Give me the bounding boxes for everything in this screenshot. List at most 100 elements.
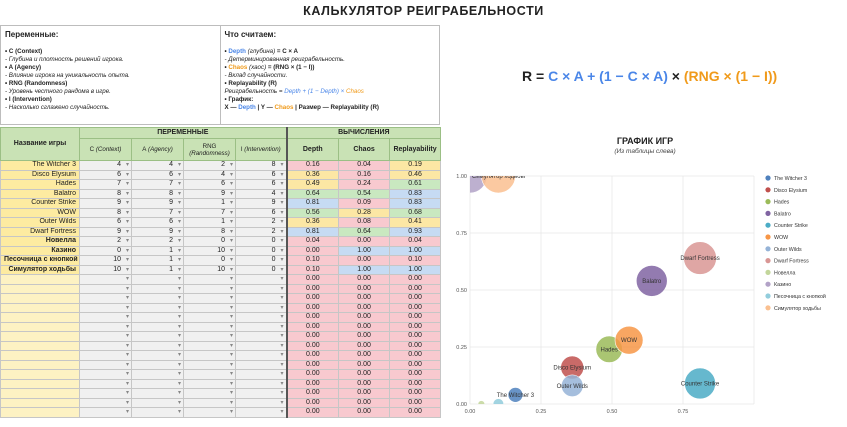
table-row[interactable]: Outer Wilds66120.360.080.41 xyxy=(0,217,442,228)
rng-value-dropdown[interactable]: 6 xyxy=(183,179,236,190)
i-value-dropdown[interactable] xyxy=(234,293,288,304)
a-value-dropdown[interactable] xyxy=(131,378,184,389)
col-header-rng[interactable]: RNG (Randomness) xyxy=(183,138,236,161)
i-value-dropdown[interactable] xyxy=(234,378,288,389)
a-value-dropdown[interactable] xyxy=(131,397,184,408)
a-value-dropdown[interactable]: 7 xyxy=(131,207,184,218)
table-row-empty[interactable]: 0.000.000.00 xyxy=(0,340,442,351)
table-row-empty[interactable]: 0.000.000.00 xyxy=(0,293,442,304)
game-name-cell[interactable]: Counter Strike xyxy=(0,198,80,209)
a-value-dropdown[interactable] xyxy=(131,369,184,380)
a-value-dropdown[interactable] xyxy=(131,350,184,361)
i-value-dropdown[interactable]: 0 xyxy=(234,255,288,266)
table-row-empty[interactable]: 0.000.000.00 xyxy=(0,407,442,418)
i-value-dropdown[interactable] xyxy=(234,350,288,361)
rng-value-dropdown[interactable]: 1 xyxy=(183,217,236,228)
game-name-cell[interactable]: Песочница с кнопкой xyxy=(0,255,80,266)
game-name-cell[interactable]: The Witcher 3 xyxy=(0,160,80,171)
a-value-dropdown[interactable]: 6 xyxy=(131,217,184,228)
game-name-cell[interactable]: Новелла xyxy=(0,236,80,247)
a-value-dropdown[interactable]: 9 xyxy=(131,226,184,237)
game-name-cell[interactable] xyxy=(0,350,80,361)
table-row[interactable]: Новелла22000.040.000.04 xyxy=(0,236,442,247)
rng-value-dropdown[interactable] xyxy=(183,302,236,313)
rng-value-dropdown[interactable] xyxy=(183,350,236,361)
i-value-dropdown[interactable] xyxy=(234,388,288,399)
table-row-empty[interactable]: 0.000.000.00 xyxy=(0,378,442,389)
c-value-dropdown[interactable]: 6 xyxy=(79,169,132,180)
i-value-dropdown[interactable] xyxy=(234,369,288,380)
rng-value-dropdown[interactable] xyxy=(183,321,236,332)
table-row[interactable]: WOW87760.560.280.68 xyxy=(0,207,442,218)
a-value-dropdown[interactable] xyxy=(131,331,184,342)
rng-value-dropdown[interactable]: 10 xyxy=(183,245,236,256)
col-header-a[interactable]: A (Agency) xyxy=(131,138,184,161)
table-row[interactable]: Dwarf Fortress99820.810.640.93 xyxy=(0,226,442,237)
rng-value-dropdown[interactable] xyxy=(183,388,236,399)
game-name-cell[interactable] xyxy=(0,331,80,342)
bubble-point[interactable] xyxy=(683,241,717,275)
a-value-dropdown[interactable]: 4 xyxy=(131,160,184,171)
col-header-chaos[interactable]: Chaos xyxy=(338,138,391,161)
a-value-dropdown[interactable]: 2 xyxy=(131,236,184,247)
a-value-dropdown[interactable] xyxy=(131,321,184,332)
col-header-c[interactable]: C (Context) xyxy=(79,138,132,161)
c-value-dropdown[interactable] xyxy=(79,274,132,285)
i-value-dropdown[interactable] xyxy=(234,283,288,294)
game-name-cell[interactable] xyxy=(0,359,80,370)
c-value-dropdown[interactable] xyxy=(79,331,132,342)
c-value-dropdown[interactable]: 8 xyxy=(79,188,132,199)
a-value-dropdown[interactable] xyxy=(131,274,184,285)
game-name-cell[interactable]: Казино xyxy=(0,245,80,256)
i-value-dropdown[interactable]: 6 xyxy=(234,207,288,218)
i-value-dropdown[interactable] xyxy=(234,340,288,351)
table-row-empty[interactable]: 0.000.000.00 xyxy=(0,397,442,408)
i-value-dropdown[interactable] xyxy=(234,312,288,323)
game-name-cell[interactable] xyxy=(0,293,80,304)
i-value-dropdown[interactable]: 2 xyxy=(234,217,288,228)
a-value-dropdown[interactable]: 9 xyxy=(131,198,184,209)
col-header-replayability[interactable]: Replayability xyxy=(389,138,442,161)
table-row-empty[interactable]: 0.000.000.00 xyxy=(0,302,442,313)
a-value-dropdown[interactable] xyxy=(131,388,184,399)
rng-value-dropdown[interactable] xyxy=(183,369,236,380)
game-name-cell[interactable] xyxy=(0,312,80,323)
c-value-dropdown[interactable]: 6 xyxy=(79,217,132,228)
game-name-cell[interactable] xyxy=(0,340,80,351)
a-value-dropdown[interactable] xyxy=(131,283,184,294)
rng-value-dropdown[interactable]: 2 xyxy=(183,160,236,171)
game-name-cell[interactable] xyxy=(0,321,80,332)
i-value-dropdown[interactable] xyxy=(234,407,288,418)
i-value-dropdown[interactable]: 2 xyxy=(234,226,288,237)
c-value-dropdown[interactable]: 4 xyxy=(79,160,132,171)
c-value-dropdown[interactable] xyxy=(79,340,132,351)
i-value-dropdown[interactable]: 0 xyxy=(234,236,288,247)
c-value-dropdown[interactable] xyxy=(79,302,132,313)
game-name-cell[interactable]: Dwarf Fortress xyxy=(0,226,80,237)
rng-value-dropdown[interactable]: 8 xyxy=(183,226,236,237)
rng-value-dropdown[interactable]: 0 xyxy=(183,255,236,266)
c-value-dropdown[interactable] xyxy=(79,283,132,294)
rng-value-dropdown[interactable] xyxy=(183,359,236,370)
a-value-dropdown[interactable]: 1 xyxy=(131,245,184,256)
bubble-point[interactable] xyxy=(507,387,524,403)
a-value-dropdown[interactable] xyxy=(131,407,184,418)
col-header-depth[interactable]: Depth xyxy=(285,138,340,161)
c-value-dropdown[interactable] xyxy=(79,359,132,370)
table-row[interactable]: Казино011000.001.001.00 xyxy=(0,245,442,256)
i-value-dropdown[interactable] xyxy=(234,321,288,332)
game-name-cell[interactable]: Hades xyxy=(0,179,80,190)
i-value-dropdown[interactable] xyxy=(234,302,288,313)
rng-value-dropdown[interactable]: 9 xyxy=(183,188,236,199)
i-value-dropdown[interactable] xyxy=(234,274,288,285)
c-value-dropdown[interactable] xyxy=(79,321,132,332)
col-header-i[interactable]: I (Intervention) xyxy=(234,138,288,161)
game-name-cell[interactable]: Disco Elysium xyxy=(0,169,80,180)
game-name-cell[interactable]: WOW xyxy=(0,207,80,218)
a-value-dropdown[interactable]: 1 xyxy=(131,264,184,275)
i-value-dropdown[interactable]: 8 xyxy=(234,160,288,171)
i-value-dropdown[interactable]: 6 xyxy=(234,179,288,190)
game-name-cell[interactable]: Balatro xyxy=(0,188,80,199)
bubble-point[interactable] xyxy=(561,374,584,397)
a-value-dropdown[interactable]: 1 xyxy=(131,255,184,266)
